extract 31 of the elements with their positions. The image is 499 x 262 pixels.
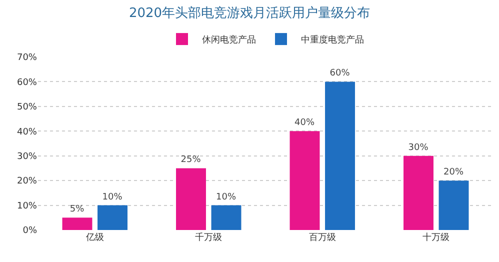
legend-label: 中重度电竞产品 <box>301 34 364 46</box>
bar <box>62 218 92 230</box>
y-tick-label: 50% <box>16 102 38 113</box>
y-tick-label: 20% <box>16 176 38 187</box>
data-label: 5% <box>70 204 85 215</box>
y-tick-label: 10% <box>16 201 38 212</box>
data-label: 10% <box>102 192 123 202</box>
data-label: 25% <box>180 155 202 166</box>
bar <box>404 156 434 230</box>
bar <box>98 205 128 230</box>
data-label: 60% <box>330 68 350 79</box>
data-label: 30% <box>408 142 429 153</box>
chart-title: 2020年头部电竞游戏月活跃用户量级分布 <box>128 6 370 21</box>
bar <box>438 180 469 230</box>
bar <box>211 205 242 230</box>
y-tick-label: 0% <box>22 226 38 236</box>
x-tick-label: 百万级 <box>308 232 336 243</box>
y-tick-label: 60% <box>16 78 38 88</box>
bar <box>325 82 355 230</box>
x-tick-label: 亿级 <box>84 232 104 243</box>
legend-label: 休闲电竞产品 <box>202 34 256 46</box>
y-tick-label: 70% <box>16 53 38 64</box>
data-label: 10% <box>216 192 236 202</box>
y-tick-label: 30% <box>16 152 38 162</box>
y-tick-label: 40% <box>16 127 38 138</box>
x-tick-label: 千万级 <box>195 232 222 243</box>
x-tick-label: 十万级 <box>422 232 450 243</box>
bar <box>290 131 320 230</box>
bar <box>176 168 206 230</box>
data-label: 40% <box>294 118 315 128</box>
data-label: 20% <box>444 168 464 178</box>
